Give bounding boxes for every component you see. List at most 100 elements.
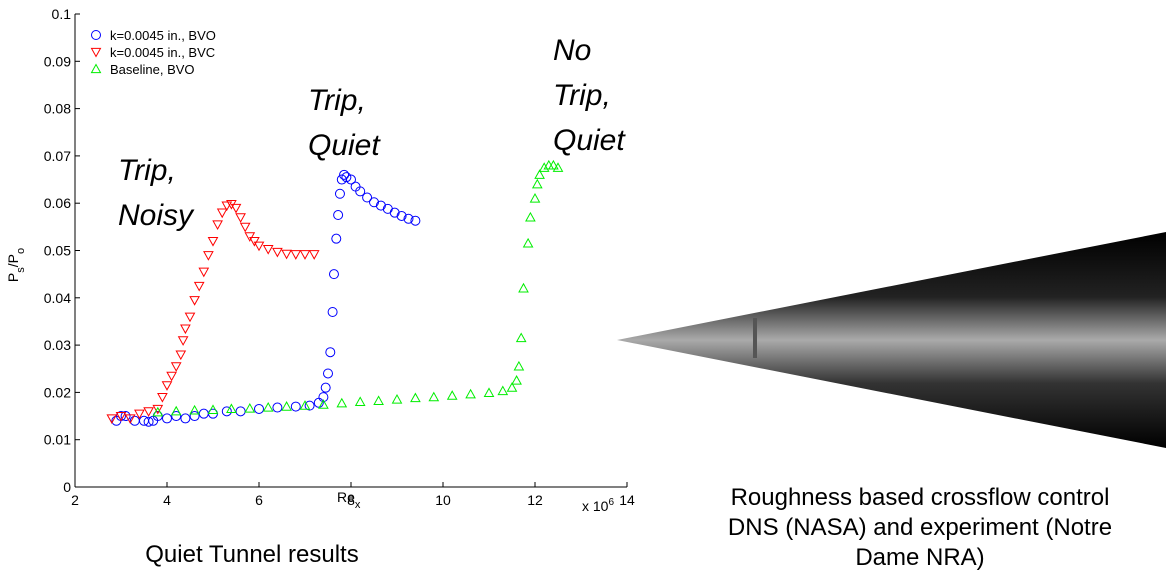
- data-point: [171, 411, 182, 422]
- data-point: [143, 407, 154, 417]
- image-caption: Dame NRA): [855, 544, 984, 571]
- data-point: [410, 392, 421, 403]
- data-point: [548, 159, 559, 170]
- data-point: [308, 250, 320, 260]
- data-point: [207, 236, 219, 247]
- data-point: [143, 416, 154, 427]
- data-point: [336, 397, 348, 408]
- y-tick-label: 0.03: [44, 337, 71, 353]
- x-tick-label: 2: [71, 492, 79, 508]
- data-point: [403, 213, 414, 224]
- data-point: [244, 402, 256, 413]
- data-point: [355, 186, 366, 197]
- data-point: [262, 402, 274, 412]
- data-point: [511, 375, 522, 385]
- x-label: Rex: [337, 489, 361, 511]
- data-point: [506, 382, 518, 392]
- data-point: [152, 406, 164, 417]
- data-point: [216, 208, 228, 219]
- data-point: [170, 405, 182, 416]
- data-point: [170, 362, 182, 372]
- data-point: [180, 324, 191, 335]
- label-part: s: [15, 267, 27, 273]
- cone-image: [617, 232, 1166, 448]
- data-point: [428, 391, 440, 402]
- data-point: [382, 203, 393, 214]
- data-point: [184, 312, 196, 323]
- data-point: [120, 411, 131, 422]
- data-point: [446, 390, 458, 400]
- x-tick-label: 14: [619, 492, 635, 508]
- data-point: [354, 396, 366, 406]
- data-point: [515, 332, 527, 343]
- data-point: [226, 403, 237, 414]
- data-point: [320, 382, 331, 393]
- data-point: [253, 241, 265, 252]
- data-point: [333, 210, 344, 221]
- x-tick-label: 4: [163, 492, 171, 508]
- data-point: [162, 413, 172, 424]
- legend-marker: [90, 63, 102, 74]
- data-point: [369, 197, 379, 208]
- y-tick-label: 0.08: [44, 101, 71, 117]
- data-point: [534, 169, 545, 179]
- data-point: [318, 399, 329, 409]
- data-point: [522, 237, 534, 248]
- data-point: [346, 174, 356, 185]
- y-tick-label: 0.02: [44, 384, 71, 400]
- y-tick-label: 0.09: [44, 53, 71, 69]
- data-point: [299, 400, 311, 410]
- data-point: [328, 269, 339, 280]
- y-tick-label: 0.06: [44, 195, 71, 211]
- data-point: [189, 404, 200, 415]
- data-point: [239, 222, 251, 233]
- label-part: Re: [337, 489, 355, 505]
- data-point: [235, 406, 246, 417]
- annotation: Quiet: [553, 124, 626, 157]
- legend-marker: [90, 47, 102, 58]
- data-point: [166, 371, 177, 382]
- legend-label: k=0.0045 in., BVC: [110, 45, 215, 60]
- data-point: [249, 236, 260, 247]
- data-point: [115, 411, 127, 422]
- data-point: [531, 178, 543, 189]
- data-point: [290, 250, 302, 260]
- data-point: [175, 350, 187, 361]
- x-multiplier: x 106: [582, 497, 614, 514]
- data-point: [318, 392, 329, 403]
- y-tick-label: 0.01: [44, 432, 71, 448]
- label-part: 6: [608, 497, 614, 508]
- data-point: [373, 395, 384, 406]
- annotation: Trip,: [553, 79, 611, 112]
- data-point: [362, 192, 373, 203]
- data-point: [180, 413, 191, 424]
- y-tick-label: 0.1: [52, 6, 72, 22]
- data-point: [529, 192, 541, 203]
- data-point: [161, 381, 173, 391]
- data-point: [262, 244, 274, 255]
- x-tick-label: 8: [347, 492, 355, 508]
- data-point: [525, 211, 536, 222]
- label-part: o: [15, 248, 27, 254]
- data-point: [299, 250, 311, 260]
- y-tick-label: 0.05: [44, 243, 71, 259]
- caption: Quiet Tunnel results: [145, 541, 358, 568]
- data-point: [244, 232, 256, 242]
- data-point: [281, 401, 292, 411]
- data-point: [281, 249, 292, 260]
- data-point: [325, 347, 336, 358]
- annotation: No: [553, 34, 591, 67]
- data-point: [538, 162, 550, 172]
- data-point: [497, 385, 509, 396]
- data-point: [465, 388, 476, 399]
- annotation: Quiet: [308, 129, 381, 162]
- data-point: [235, 213, 246, 223]
- y-label: Ps/Po: [5, 248, 27, 282]
- data-point: [198, 267, 210, 278]
- data-point: [177, 336, 189, 346]
- data-point: [106, 414, 118, 424]
- data-point: [339, 169, 350, 180]
- data-point: [389, 207, 400, 218]
- y-tick-label: 0.07: [44, 148, 71, 164]
